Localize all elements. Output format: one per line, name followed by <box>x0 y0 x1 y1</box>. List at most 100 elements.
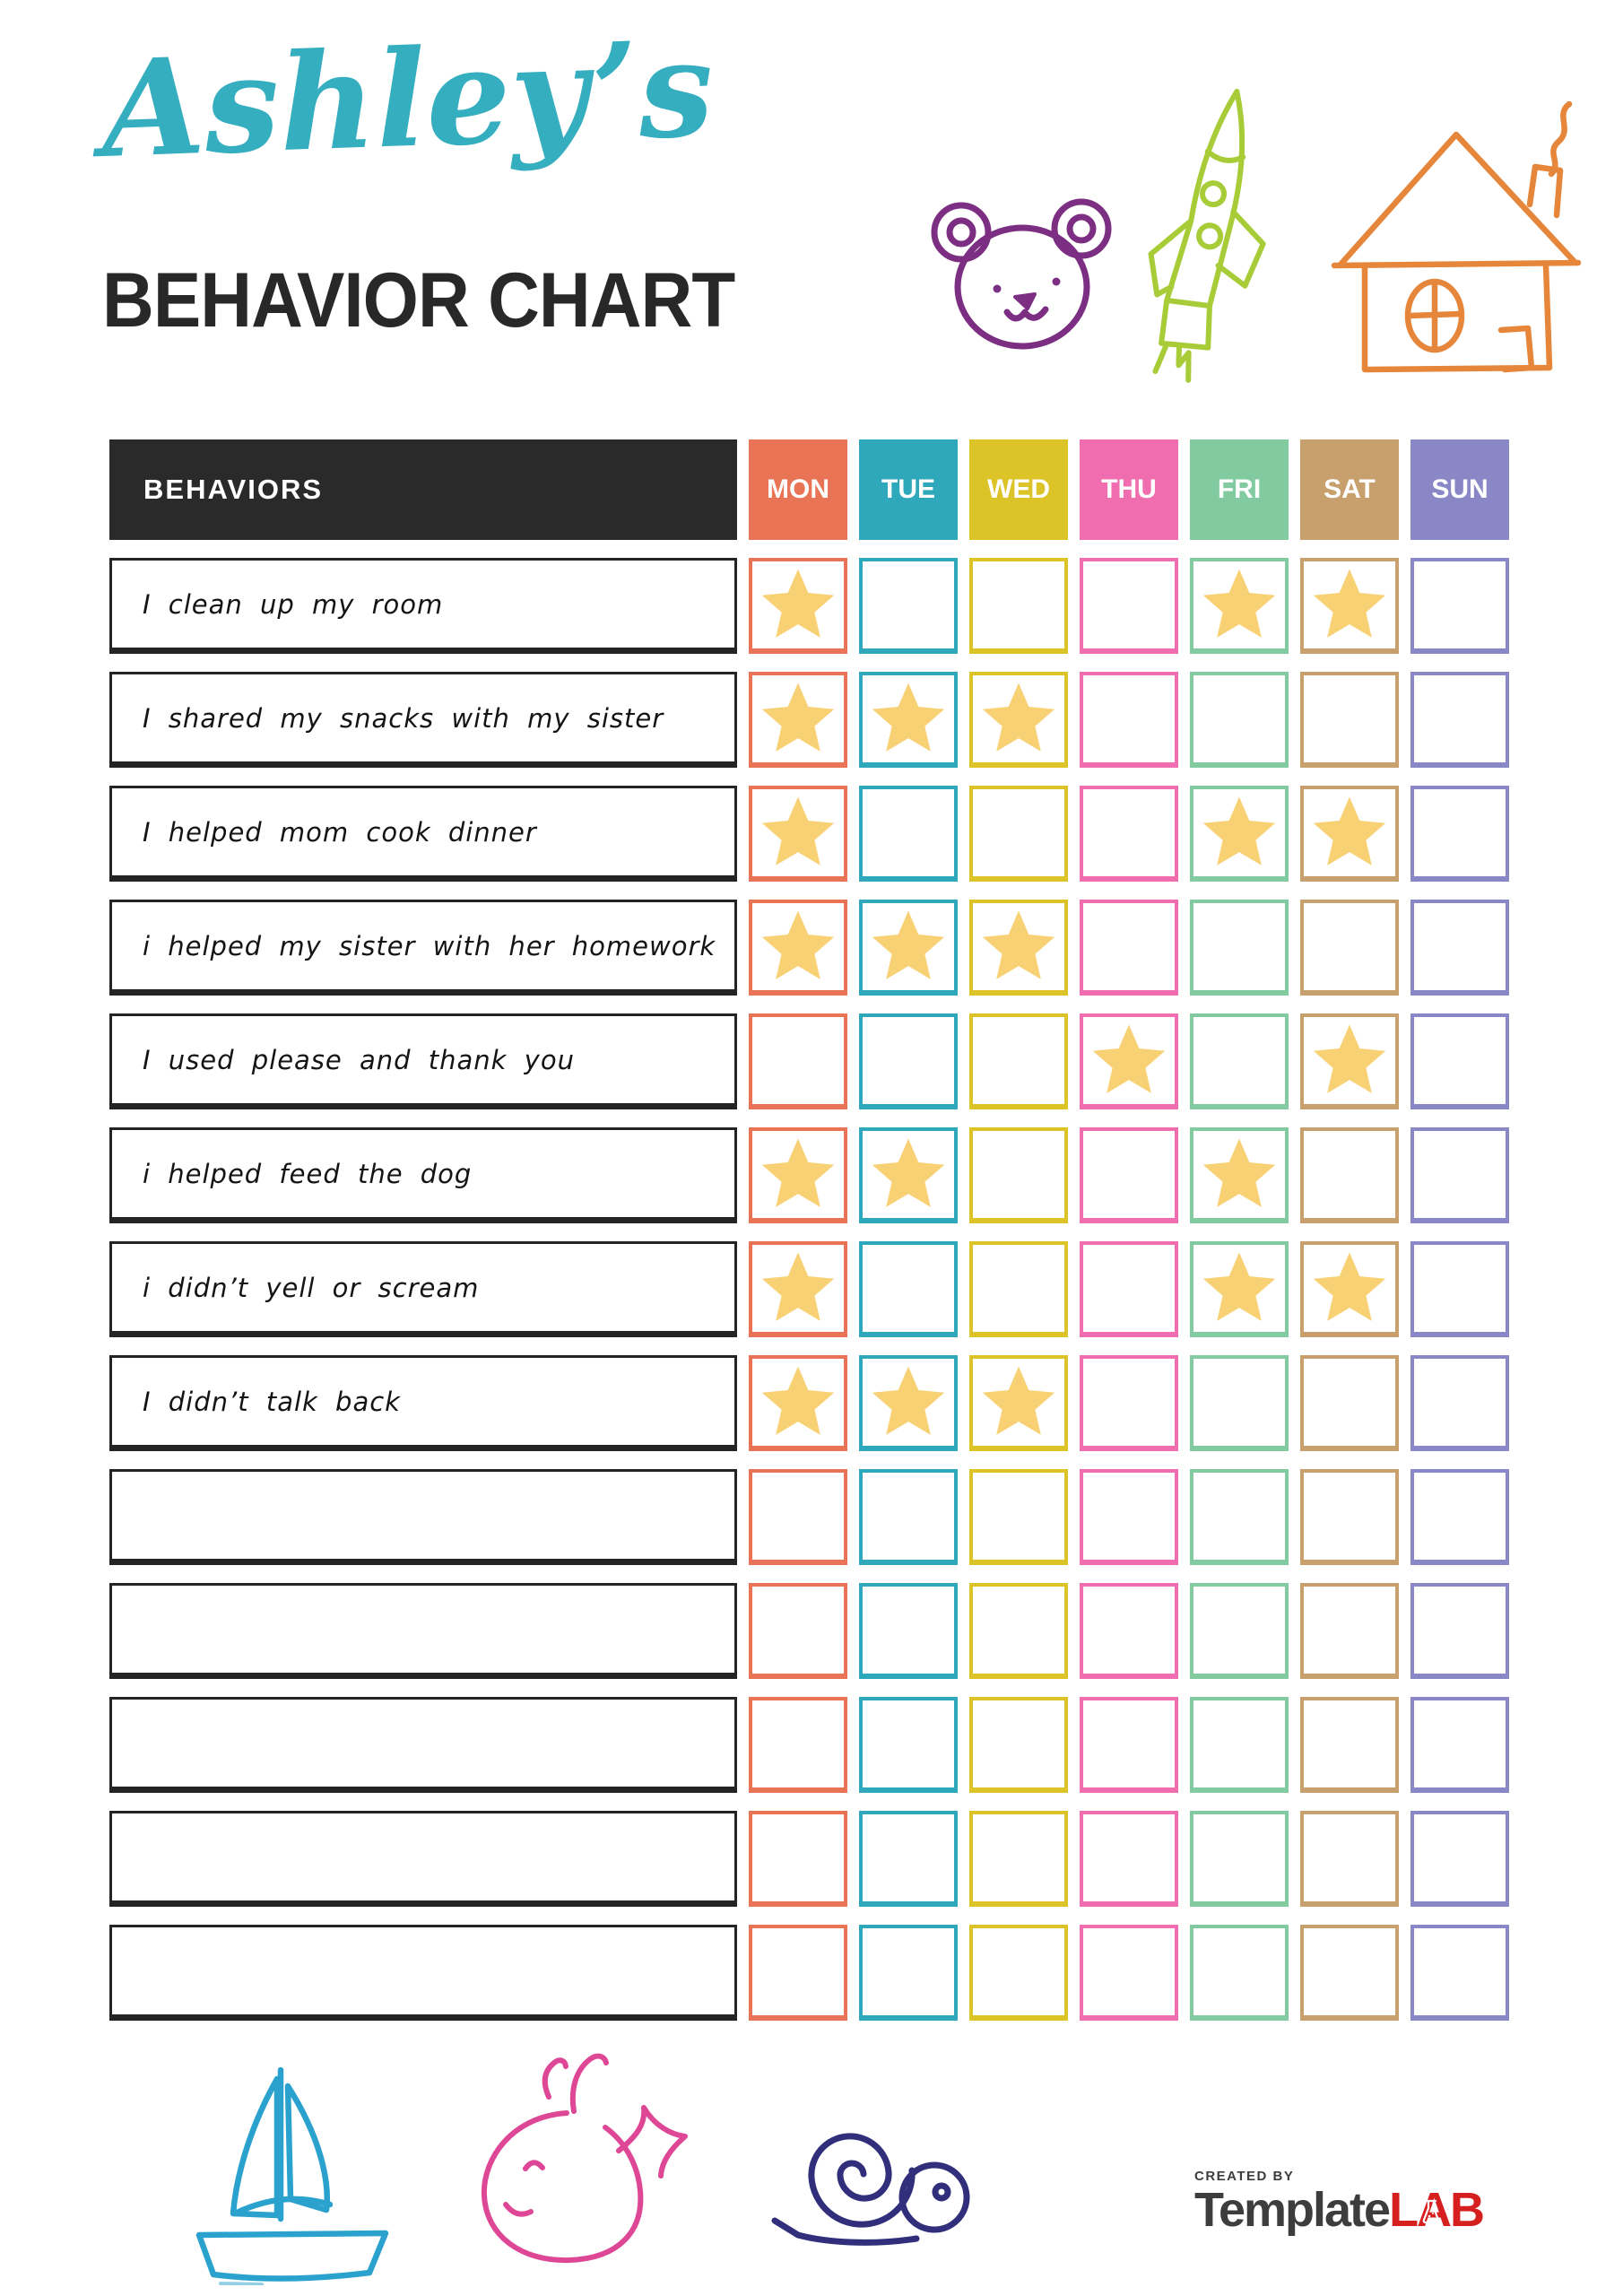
star-cell-mon[interactable] <box>749 1013 847 1109</box>
star-cell-sun[interactable] <box>1410 672 1509 768</box>
star-cell-fri[interactable] <box>1190 786 1289 882</box>
star-cell-sat[interactable] <box>1300 900 1399 996</box>
star-cell-sun[interactable] <box>1410 1355 1509 1451</box>
star-cell-wed[interactable] <box>969 786 1068 882</box>
star-cell-mon[interactable] <box>749 1127 847 1223</box>
star-cell-wed[interactable] <box>969 1811 1068 1907</box>
star-cell-tue[interactable] <box>859 672 958 768</box>
star-cell-fri[interactable] <box>1190 1583 1289 1679</box>
star-cell-thu[interactable] <box>1080 558 1178 654</box>
star-cell-mon[interactable] <box>749 672 847 768</box>
star-cell-fri[interactable] <box>1190 1697 1289 1793</box>
star-cell-tue[interactable] <box>859 1697 958 1793</box>
star-cell-mon[interactable] <box>749 1241 847 1337</box>
star-cell-mon[interactable] <box>749 558 847 654</box>
star-cell-sun[interactable] <box>1410 558 1509 654</box>
star-cell-mon[interactable] <box>749 1925 847 2021</box>
star-cell-sat[interactable] <box>1300 1355 1399 1451</box>
star-cell-mon[interactable] <box>749 1697 847 1793</box>
star-cell-fri[interactable] <box>1190 672 1289 768</box>
star-cell-sat[interactable] <box>1300 1127 1399 1223</box>
star-cell-wed[interactable] <box>969 1013 1068 1109</box>
star-cell-tue[interactable] <box>859 786 958 882</box>
star-cell-sat[interactable] <box>1300 672 1399 768</box>
star-cell-sun[interactable] <box>1410 1127 1509 1223</box>
star-cell-wed[interactable] <box>969 1697 1068 1793</box>
star-cell-mon[interactable] <box>749 786 847 882</box>
star-cell-thu[interactable] <box>1080 1583 1178 1679</box>
star-cell-tue[interactable] <box>859 1583 958 1679</box>
created-by-label: CREATED BY <box>1194 2169 1295 2184</box>
star-cell-wed[interactable] <box>969 1583 1068 1679</box>
star-cell-sun[interactable] <box>1410 1583 1509 1679</box>
star-cell-tue[interactable] <box>859 1355 958 1451</box>
star-cell-sat[interactable] <box>1300 1241 1399 1337</box>
star-cell-wed[interactable] <box>969 1355 1068 1451</box>
star-cell-thu[interactable] <box>1080 1355 1178 1451</box>
star-cell-thu[interactable] <box>1080 1925 1178 2021</box>
star-cell-tue[interactable] <box>859 1925 958 2021</box>
star-cell-wed[interactable] <box>969 558 1068 654</box>
star-cell-sat[interactable] <box>1300 786 1399 882</box>
brand-template-text: Template <box>1194 2183 1391 2237</box>
star-icon <box>1202 569 1276 638</box>
star-cell-sun[interactable] <box>1410 900 1509 996</box>
star-cell-mon[interactable] <box>749 1583 847 1679</box>
star-cell-thu[interactable] <box>1080 1127 1178 1223</box>
star-cell-tue[interactable] <box>859 1013 958 1109</box>
star-cell-thu[interactable] <box>1080 1469 1178 1565</box>
star-cell-thu[interactable] <box>1080 1241 1178 1337</box>
star-cell-thu[interactable] <box>1080 672 1178 768</box>
star-cell-fri[interactable] <box>1190 900 1289 996</box>
star-cell-sun[interactable] <box>1410 1697 1509 1793</box>
star-icon <box>1202 796 1276 865</box>
star-cell-sat[interactable] <box>1300 558 1399 654</box>
star-cell-wed[interactable] <box>969 1469 1068 1565</box>
star-cell-thu[interactable] <box>1080 900 1178 996</box>
star-cell-mon[interactable] <box>749 1469 847 1565</box>
star-cell-fri[interactable] <box>1190 1241 1289 1337</box>
star-cell-sun[interactable] <box>1410 1013 1509 1109</box>
star-cell-wed[interactable] <box>969 1925 1068 2021</box>
star-cell-sat[interactable] <box>1300 1583 1399 1679</box>
star-cell-fri[interactable] <box>1190 1013 1289 1109</box>
star-cell-tue[interactable] <box>859 1241 958 1337</box>
star-cell-fri[interactable] <box>1190 1811 1289 1907</box>
star-cell-fri[interactable] <box>1190 558 1289 654</box>
star-cell-tue[interactable] <box>859 1127 958 1223</box>
star-icon <box>982 1366 1055 1435</box>
star-cell-wed[interactable] <box>969 1241 1068 1337</box>
star-cell-sat[interactable] <box>1300 1811 1399 1907</box>
star-cell-sun[interactable] <box>1410 1469 1509 1565</box>
star-cell-wed[interactable] <box>969 672 1068 768</box>
star-cell-fri[interactable] <box>1190 1469 1289 1565</box>
behavior-cell: i helped my sister with her homework <box>109 900 737 996</box>
star-cell-wed[interactable] <box>969 1127 1068 1223</box>
star-cell-sat[interactable] <box>1300 1925 1399 2021</box>
star-cell-thu[interactable] <box>1080 1811 1178 1907</box>
day-header-wed: WED <box>969 439 1068 540</box>
star-cell-sat[interactable] <box>1300 1469 1399 1565</box>
star-cell-sat[interactable] <box>1300 1697 1399 1793</box>
star-cell-sun[interactable] <box>1410 1925 1509 2021</box>
star-cell-mon[interactable] <box>749 900 847 996</box>
star-cell-sun[interactable] <box>1410 786 1509 882</box>
star-cell-thu[interactable] <box>1080 1013 1178 1109</box>
star-cell-fri[interactable] <box>1190 1355 1289 1451</box>
star-cell-wed[interactable] <box>969 900 1068 996</box>
star-cell-tue[interactable] <box>859 1469 958 1565</box>
star-cell-sat[interactable] <box>1300 1013 1399 1109</box>
star-cell-tue[interactable] <box>859 900 958 996</box>
star-cell-mon[interactable] <box>749 1355 847 1451</box>
star-cell-tue[interactable] <box>859 1811 958 1907</box>
star-cell-mon[interactable] <box>749 1811 847 1907</box>
star-cell-fri[interactable] <box>1190 1925 1289 2021</box>
sailboat-icon <box>131 2059 438 2285</box>
star-cell-thu[interactable] <box>1080 786 1178 882</box>
star-cell-fri[interactable] <box>1190 1127 1289 1223</box>
star-cell-thu[interactable] <box>1080 1697 1178 1793</box>
star-icon <box>1313 1024 1386 1093</box>
star-cell-sun[interactable] <box>1410 1811 1509 1907</box>
star-cell-sun[interactable] <box>1410 1241 1509 1337</box>
star-cell-tue[interactable] <box>859 558 958 654</box>
